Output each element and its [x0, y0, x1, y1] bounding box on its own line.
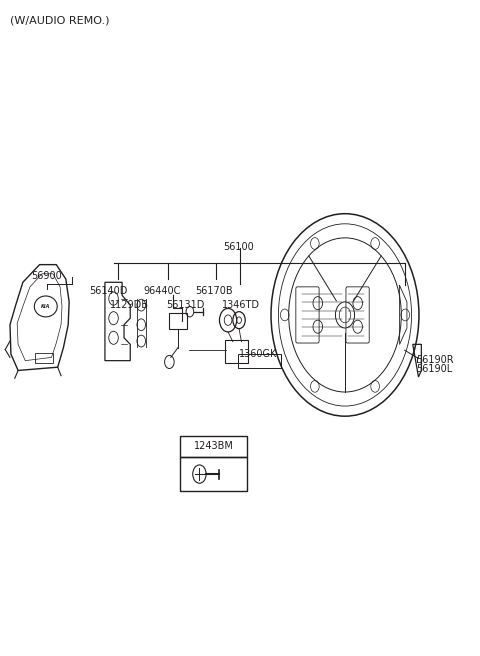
Text: 1243BM: 1243BM [194, 441, 234, 451]
Bar [169, 313, 187, 329]
Text: 1346TD: 1346TD [221, 300, 260, 310]
Text: 96440C: 96440C [143, 286, 180, 296]
Text: 56900: 56900 [31, 271, 62, 281]
Text: 56190L: 56190L [417, 364, 453, 375]
Text: 56131D: 56131D [166, 300, 204, 310]
Text: 1129DB: 1129DB [110, 300, 149, 310]
Text: 56190R: 56190R [417, 355, 454, 365]
Text: (W/AUDIO REMO.): (W/AUDIO REMO.) [10, 16, 109, 26]
Text: 56100: 56100 [223, 241, 254, 251]
Bar [35, 354, 53, 363]
Text: 1360GK: 1360GK [239, 349, 277, 359]
Text: 56140D: 56140D [90, 286, 128, 296]
Bar [238, 354, 281, 369]
Bar [180, 457, 247, 491]
Bar [180, 436, 247, 457]
Text: KIA: KIA [41, 304, 50, 309]
Text: 56170B: 56170B [195, 286, 233, 296]
